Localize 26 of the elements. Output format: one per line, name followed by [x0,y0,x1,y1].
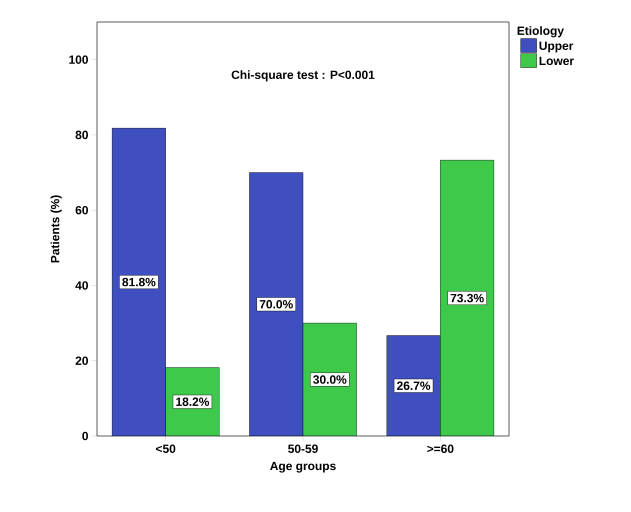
legend-label: Lower [540,56,574,66]
legend-title: Etiology [518,26,564,38]
legend-label: Upper [540,42,574,52]
x-tick-label: <50 [156,444,176,453]
y-tick-label: 40 [75,281,88,290]
annotation: Chi-square test : P<0.001 [232,70,374,82]
x-tick-label: >=60 [427,444,454,453]
y-axis-title: Patients (%) [50,195,62,262]
bar [249,172,304,436]
data-label: 18.2% [176,398,210,406]
y-tick-label: 80 [76,130,88,140]
y-tick-label: 60 [76,206,88,214]
data-label: 26.7% [397,382,430,390]
bar [440,160,494,436]
bar [112,128,166,436]
bar [303,323,357,436]
data-label: 81.8% [122,278,156,286]
x-axis-title: Age groups [270,462,336,473]
y-tick-label: 100 [69,55,88,64]
y-tick-label: 20 [76,356,88,365]
data-label: 70.0% [260,300,293,308]
data-label: 73.3% [450,294,484,302]
data-label: 30.0% [313,375,346,384]
y-tick-label: 0 [82,432,88,440]
bar [386,335,441,436]
x-tick-label: 50-59 [288,444,318,453]
